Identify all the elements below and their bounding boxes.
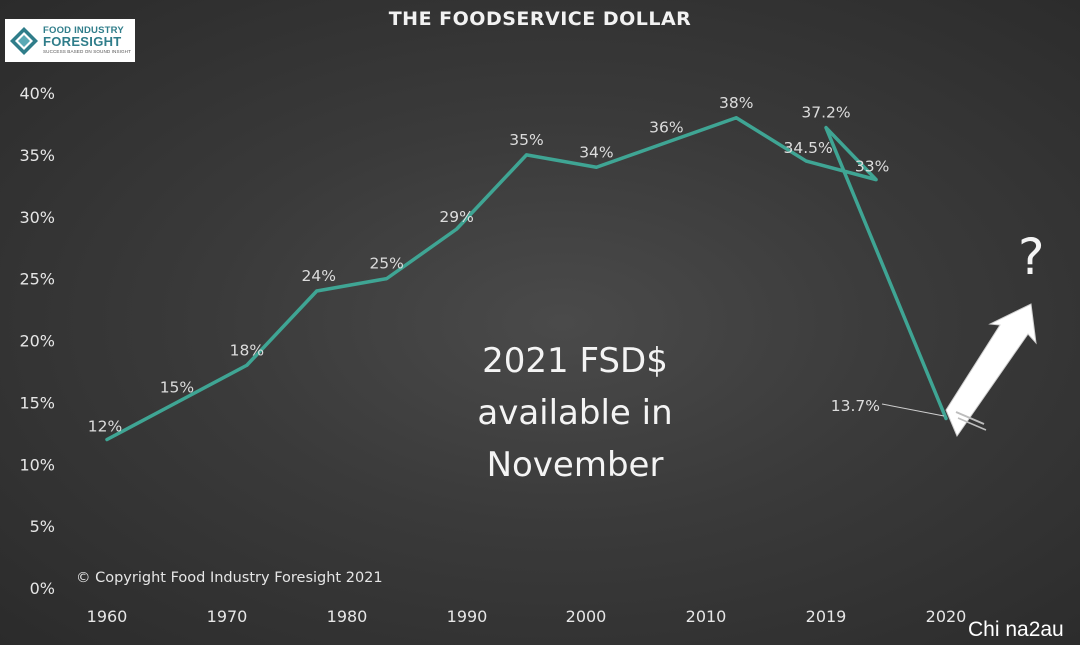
data-point xyxy=(594,165,598,169)
y-axis-ticks: 0% 5% 10% 15% 20% 25% 30% 35% 40% xyxy=(19,84,55,598)
data-label: 34.5% xyxy=(784,139,833,157)
data-label: 25% xyxy=(369,255,403,273)
series-line-group xyxy=(105,116,948,442)
data-label: 15% xyxy=(160,378,194,396)
question-mark: ? xyxy=(1018,228,1045,286)
x-tick-label: 1980 xyxy=(327,607,368,626)
y-tick-label: 15% xyxy=(19,393,55,412)
annotation-line1: 2021 FSD$ xyxy=(482,341,668,381)
logo-text-line2: FORESIGHT xyxy=(43,34,122,50)
availability-annotation: 2021 FSD$ available in November xyxy=(440,335,710,491)
y-tick-label: 30% xyxy=(19,208,55,227)
data-point xyxy=(874,178,878,182)
chart-title: THE FOODSERVICE DOLLAR xyxy=(388,8,692,30)
logo-text-line1: FOOD INDUSTRY xyxy=(43,24,124,36)
x-tick-label: 2019 xyxy=(806,607,847,626)
logo-text-line3: SUCCESS BASED ON SOUND INSIGHT xyxy=(43,49,131,55)
data-label: 36% xyxy=(649,119,683,137)
data-label: 18% xyxy=(230,341,264,359)
logo-mark-icon xyxy=(10,26,38,55)
data-point xyxy=(175,400,179,404)
x-tick-label: 1970 xyxy=(207,607,248,626)
x-tick-label: 2020 xyxy=(926,607,967,626)
data-label: 29% xyxy=(439,208,473,226)
y-tick-label: 40% xyxy=(19,84,55,103)
data-label: 37.2% xyxy=(801,104,850,122)
data-point xyxy=(385,277,389,281)
annotation-line3: November xyxy=(486,445,664,485)
y-tick-label: 35% xyxy=(19,146,55,165)
data-point xyxy=(664,141,668,144)
leader-line-2020 xyxy=(881,403,945,417)
x-tick-label: 2010 xyxy=(686,607,727,626)
data-label: 12% xyxy=(88,418,122,436)
data-point xyxy=(315,289,319,293)
x-tick-label: 1960 xyxy=(87,607,128,626)
data-label: 24% xyxy=(302,267,336,285)
annotation-line2: available in xyxy=(477,393,673,433)
data-point xyxy=(105,438,109,441)
y-tick-label: 20% xyxy=(19,332,55,351)
x-tick-label: 1990 xyxy=(447,607,488,626)
data-point xyxy=(734,116,738,120)
y-tick-label: 25% xyxy=(19,270,55,289)
data-labels-group: 12% 15% 18% 24% 25% 29% 35% 34% 36% 38% 34.5% 33% 37… xyxy=(88,94,890,436)
y-tick-label: 0% xyxy=(30,579,55,598)
data-label: 38% xyxy=(719,94,753,112)
data-point xyxy=(525,153,528,157)
data-point xyxy=(245,363,249,367)
y-tick-label: 10% xyxy=(19,455,55,474)
data-point xyxy=(944,416,948,420)
x-tick-label: 2000 xyxy=(566,607,607,626)
watermark: Chi na2au xyxy=(968,618,1064,641)
series-line xyxy=(105,116,948,442)
data-point xyxy=(455,227,459,231)
data-label: 35% xyxy=(509,131,543,149)
copyright-notice: © Copyright Food Industry Foresight 2021 xyxy=(76,570,383,586)
up-arrow-icon xyxy=(945,303,1037,438)
data-label: 33% xyxy=(855,158,889,176)
y-tick-label: 5% xyxy=(30,517,55,536)
data-point xyxy=(824,126,828,130)
data-label: 34% xyxy=(579,143,613,161)
x-axis-ticks: 1960 1970 1980 1990 2000 2010 2019 2020 xyxy=(87,607,967,626)
company-logo: FOOD INDUSTRY FORESIGHT SUCCESS BASED ON… xyxy=(5,19,135,62)
data-point xyxy=(804,159,808,163)
data-label: 13.7% xyxy=(831,397,880,415)
